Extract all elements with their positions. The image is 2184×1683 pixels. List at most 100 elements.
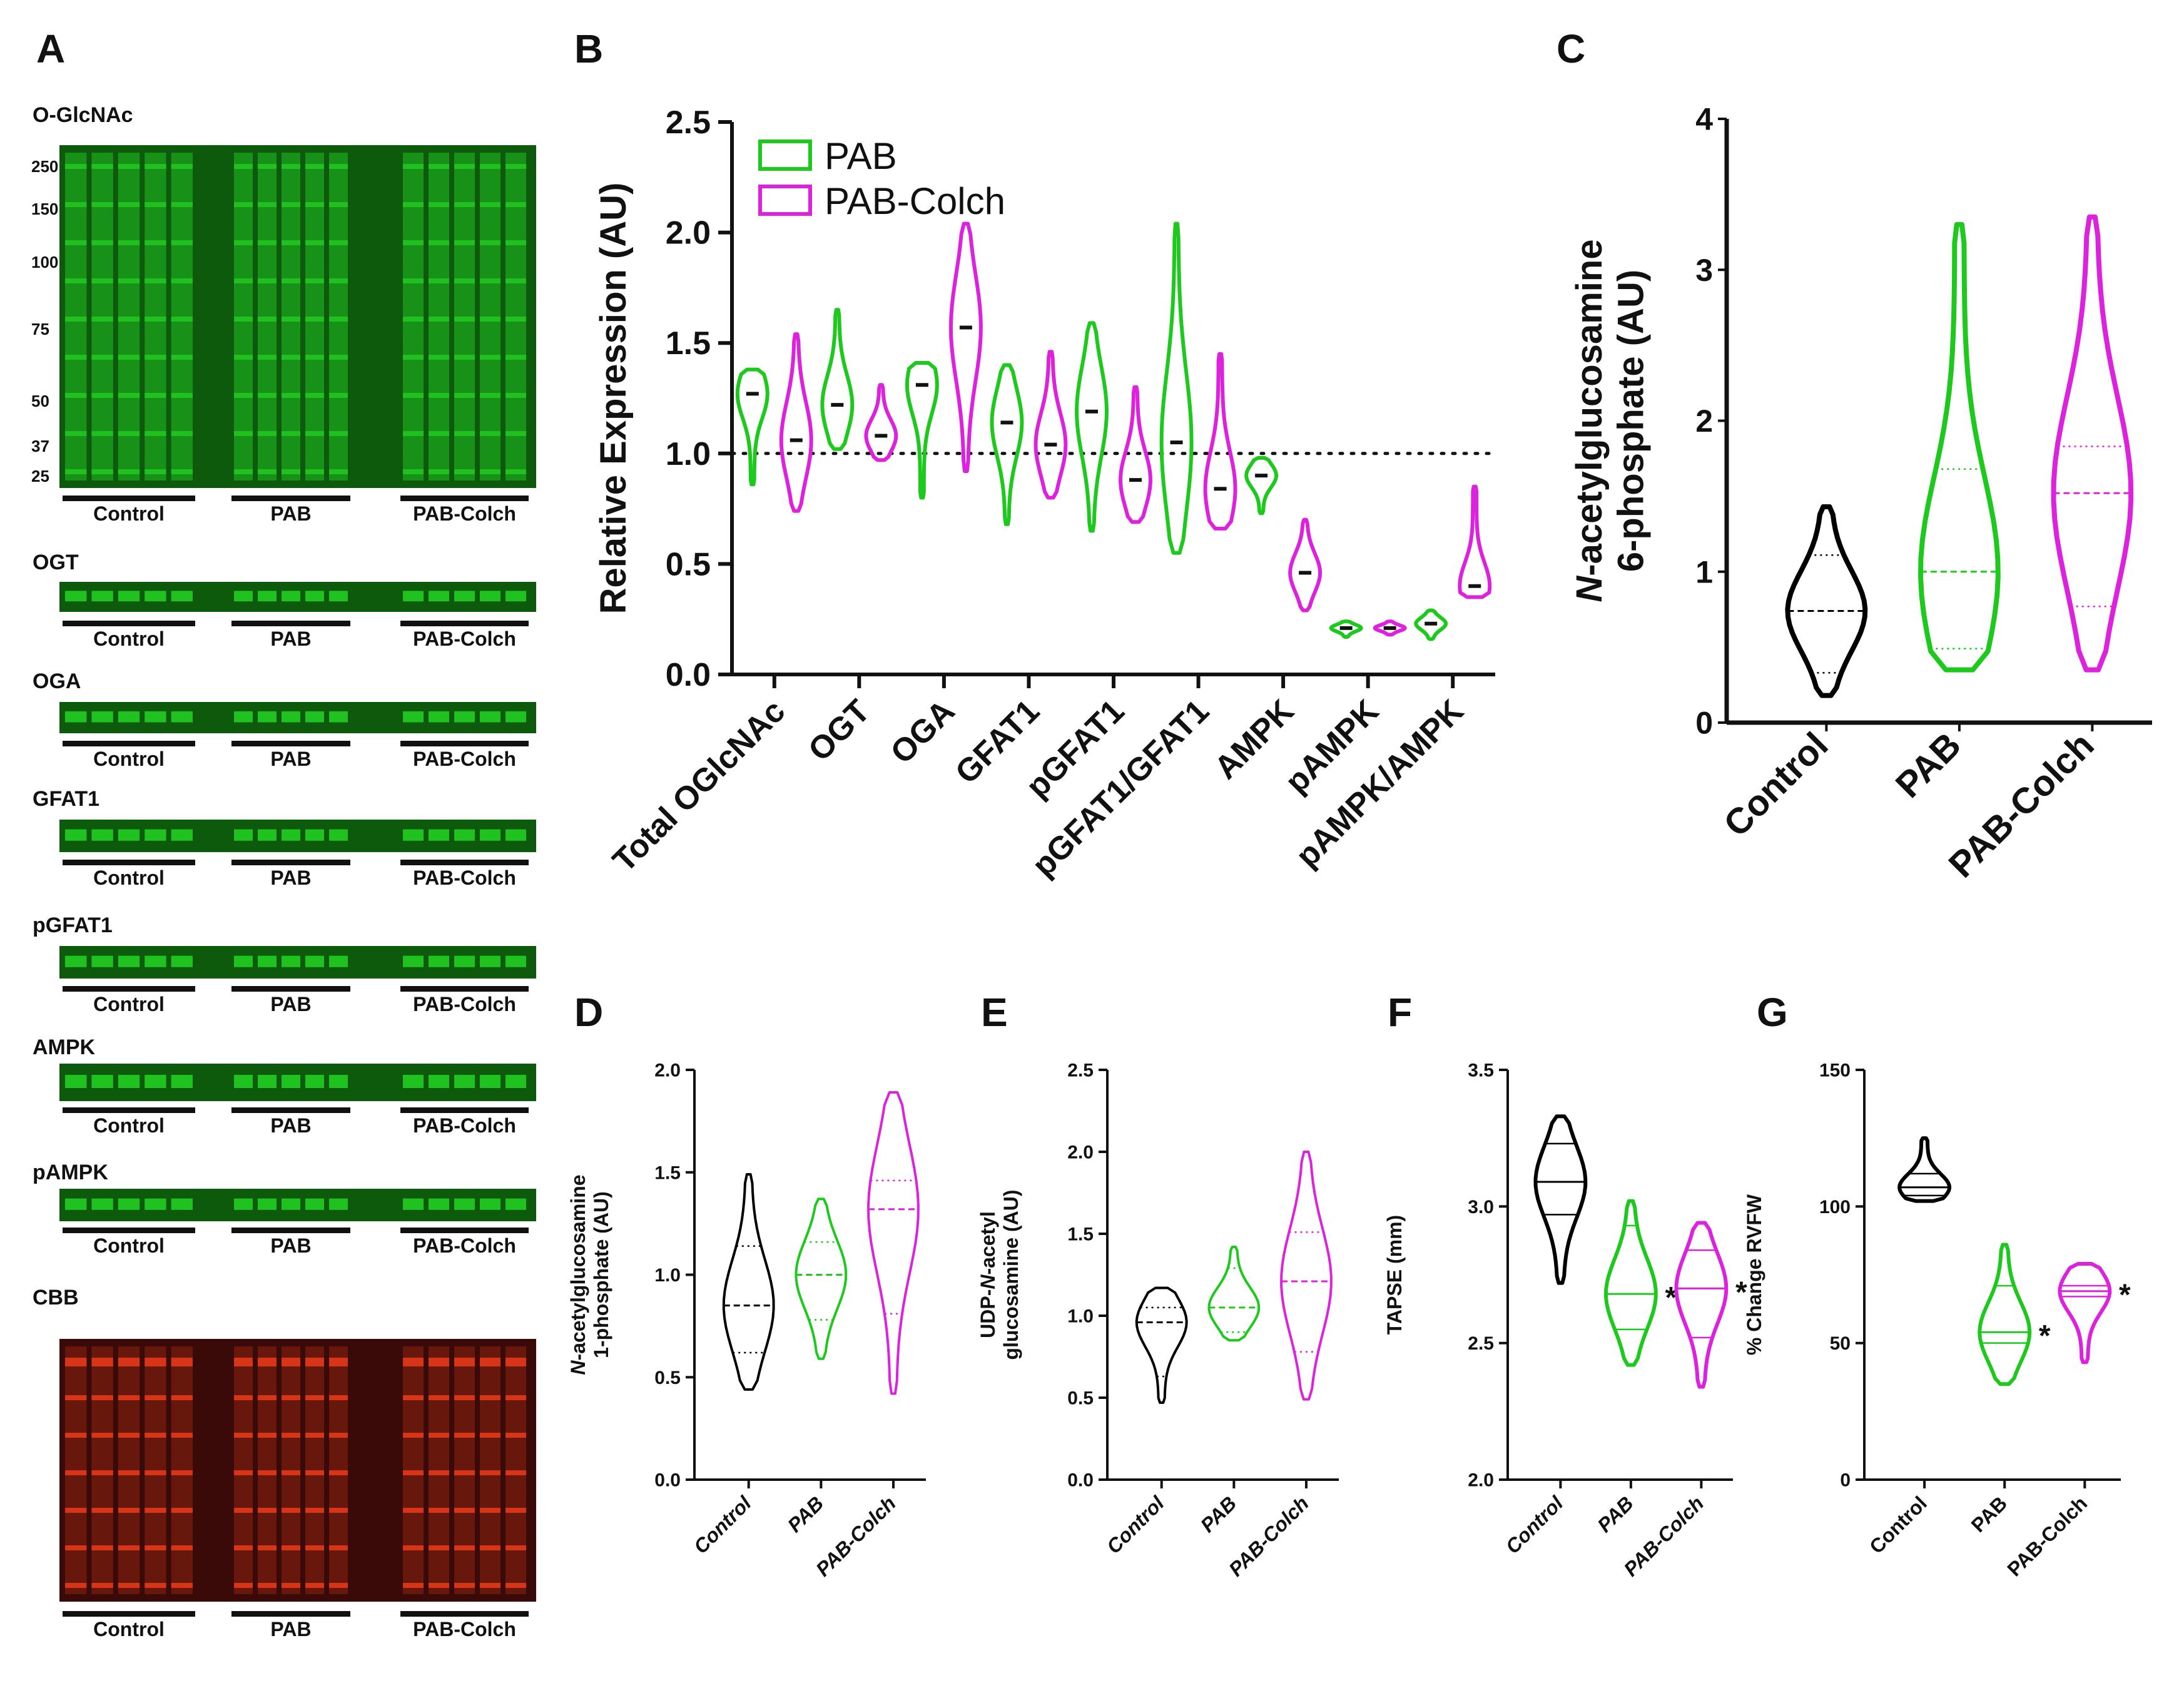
blot-band	[480, 469, 500, 474]
violin-outline	[779, 332, 813, 513]
blot-band	[505, 1075, 526, 1088]
blot-band	[329, 431, 348, 436]
blot-band	[305, 591, 324, 602]
blot-band	[505, 317, 526, 322]
blot-band	[429, 1583, 449, 1588]
blot-band	[118, 317, 140, 322]
y-axis-label: glucosamine (AU)	[1000, 1189, 1022, 1360]
y-tick-label: 1.0	[654, 1265, 681, 1286]
group-bar	[231, 496, 350, 501]
blot-band	[329, 1395, 348, 1400]
blot-band	[429, 1395, 449, 1400]
group-bar	[400, 496, 529, 501]
y-tick-label: 1.0	[1067, 1306, 1094, 1327]
blot-band	[258, 355, 277, 360]
ladder-mark: 25	[31, 467, 49, 486]
violin-outline	[1119, 385, 1152, 524]
blot-band	[171, 1075, 193, 1088]
blot-band	[403, 711, 424, 723]
y-tick-label: 0.5	[1067, 1388, 1094, 1409]
y-tick-label: 2.0	[666, 215, 711, 252]
blot-band	[91, 431, 113, 436]
blot-band	[258, 164, 277, 169]
blot-band	[145, 317, 166, 322]
blot-band	[282, 1198, 300, 1210]
blot-band	[454, 1198, 475, 1210]
blot-band	[65, 1545, 87, 1550]
y-tick-label: 2.5	[666, 104, 711, 141]
blot-band	[505, 278, 526, 283]
blot-band	[258, 202, 277, 207]
blot-band	[145, 1198, 166, 1210]
y-axis-label: % Change RVFW	[1743, 1194, 1765, 1355]
violin-pab-colch-gfat1	[1034, 350, 1068, 500]
violin-pab-colch	[1280, 1151, 1333, 1401]
blot-band	[505, 164, 526, 169]
blot-band	[65, 1470, 87, 1475]
group-label-pab-colch: PAB-Colch	[413, 867, 516, 889]
blot-band	[65, 1583, 87, 1588]
blot-band	[171, 164, 193, 169]
blot-band	[305, 1358, 324, 1366]
blot-band	[118, 278, 140, 283]
violin-pab-pampk-ampk	[1414, 608, 1448, 641]
blot-band	[305, 393, 324, 398]
italic-n: N	[977, 1274, 999, 1289]
blot-band	[65, 393, 87, 398]
group-label-pab: PAB	[270, 1618, 311, 1640]
blot-band	[429, 1075, 449, 1088]
blot-band	[480, 1395, 500, 1400]
blot-band	[145, 469, 166, 474]
panel-letter-f: F	[1388, 990, 1412, 1035]
y-tick-label: 2.0	[654, 1060, 681, 1081]
panel-letter-c: C	[1557, 26, 1585, 71]
blot-band	[429, 278, 449, 283]
blot-band	[145, 1470, 166, 1475]
y-tick-label: 2	[1695, 404, 1713, 439]
blot-band	[480, 591, 500, 602]
blot-band	[454, 1358, 475, 1366]
blot-band	[234, 1470, 253, 1475]
blot-band	[429, 829, 449, 841]
blot-band	[505, 1508, 526, 1513]
blot-band	[480, 164, 500, 169]
blot-band	[305, 829, 324, 841]
group-label-pab-colch: PAB-Colch	[413, 993, 516, 1015]
blot-band	[454, 829, 475, 841]
violin-pab-colch-ogt	[864, 383, 898, 462]
significance-star: *	[2039, 1319, 2051, 1353]
blot-band	[65, 1358, 87, 1366]
blot-band	[282, 278, 300, 283]
blot-band	[329, 591, 348, 602]
violin-control	[1533, 1114, 1588, 1285]
y-tick-label: 2.0	[1067, 1142, 1094, 1163]
ladder-mark: 150	[31, 200, 58, 218]
blot-band	[480, 711, 500, 723]
legend-label-pab: PAB	[825, 135, 897, 177]
y-tick-label: 0.5	[666, 546, 711, 582]
blot-band	[305, 1470, 324, 1475]
legend-label-pab-colch: PAB-Colch	[825, 180, 1005, 222]
blot-band	[234, 1358, 253, 1366]
blot-band	[403, 393, 424, 398]
blot-band	[171, 469, 193, 474]
violin-outline	[1244, 455, 1279, 516]
blot-band	[429, 469, 449, 474]
blot-o-glcnac: O-GlcNAc 250 150 100 75 50 37 25 Control PAB PAB-C…	[31, 103, 536, 525]
blot-band	[305, 240, 324, 245]
violin-outline	[1329, 619, 1363, 639]
blot-band	[480, 955, 500, 967]
violin-outline	[735, 367, 769, 487]
blot-band	[91, 393, 113, 398]
panel-a-western-blots: O-GlcNAc 250 150 100 75 50 37 25 Control PAB PAB-C…	[31, 103, 536, 1640]
blot-band	[145, 955, 166, 967]
blot-band	[329, 317, 348, 322]
blot-band	[505, 469, 526, 474]
blot-band	[403, 1358, 424, 1366]
blot-band	[145, 202, 166, 207]
blot-band	[329, 1470, 348, 1475]
blot-band	[403, 591, 424, 602]
blot-band	[505, 1395, 526, 1400]
group-bar	[400, 741, 529, 746]
violin-outline	[1288, 517, 1323, 613]
